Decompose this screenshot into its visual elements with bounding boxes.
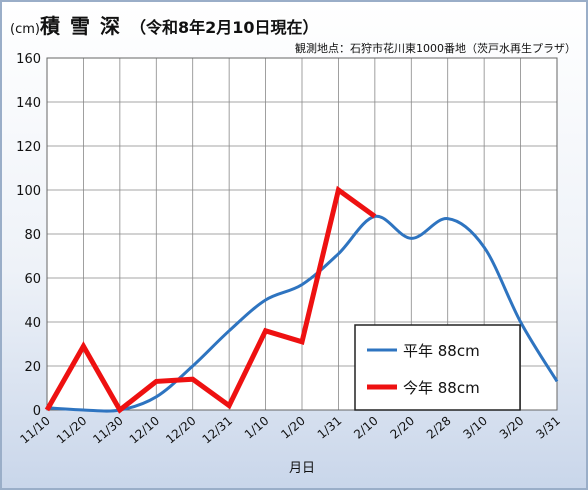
- x-tick-label: 2/20: [388, 414, 418, 442]
- series-line-konnen: [44, 185, 377, 414]
- x-tick-label: 12/31: [200, 414, 235, 447]
- y-axis: 0 20 40 60 80 100 120 140 160: [16, 52, 41, 419]
- title-main: 積雪深: [39, 14, 130, 38]
- x-tick-label: 1/20: [278, 414, 308, 442]
- x-tick-label: 12/20: [163, 414, 198, 447]
- y-tick-label: 20: [24, 360, 41, 375]
- y-tick-label: 40: [24, 316, 41, 331]
- title-unit: (cm): [10, 22, 40, 37]
- y-tick-label: 160: [16, 52, 41, 67]
- title-date: （令和8年2月10日現在）: [129, 18, 319, 37]
- chart-subtitle: 観測地点：石狩市花川東1000番地（茨戸水再生プラザ）: [295, 42, 576, 55]
- x-tick-label: 12/10: [127, 414, 162, 447]
- x-tick-label: 3/31: [533, 414, 563, 442]
- series-line-heinen: [46, 214, 559, 413]
- x-tick-label: 11/30: [90, 414, 125, 447]
- x-tick-label: 2/10: [351, 414, 381, 442]
- y-tick-label: 60: [24, 272, 41, 287]
- legend: 平年 88cm 今年 88cm: [354, 324, 521, 411]
- x-axis-label: 月日: [289, 461, 315, 476]
- y-tick-label: 80: [24, 228, 41, 243]
- x-tick-label: 2/28: [424, 414, 454, 442]
- x-tick-label: 1/10: [242, 414, 272, 442]
- x-tick-label: 1/31: [315, 414, 345, 442]
- y-tick-label: 100: [16, 184, 41, 199]
- legend-entry-heinen: 平年 88cm: [403, 342, 480, 360]
- x-tick-label: 3/10: [460, 414, 490, 442]
- x-axis: 11/10 11/20 11/30 12/10 12/20 12/31 1/10 1/20 1/…: [17, 414, 562, 447]
- y-tick-label: 120: [16, 140, 41, 155]
- y-tick-label: 0: [33, 404, 41, 419]
- legend-entry-konnen: 今年 88cm: [403, 379, 480, 397]
- legend-box: [354, 324, 521, 411]
- x-tick-label: 3/20: [497, 414, 527, 442]
- x-tick-label: 11/20: [54, 414, 89, 447]
- chart-title: (cm)積雪深（令和8年2月10日現在）: [10, 10, 319, 39]
- y-tick-label: 140: [16, 96, 41, 111]
- plot-area: [46, 57, 558, 411]
